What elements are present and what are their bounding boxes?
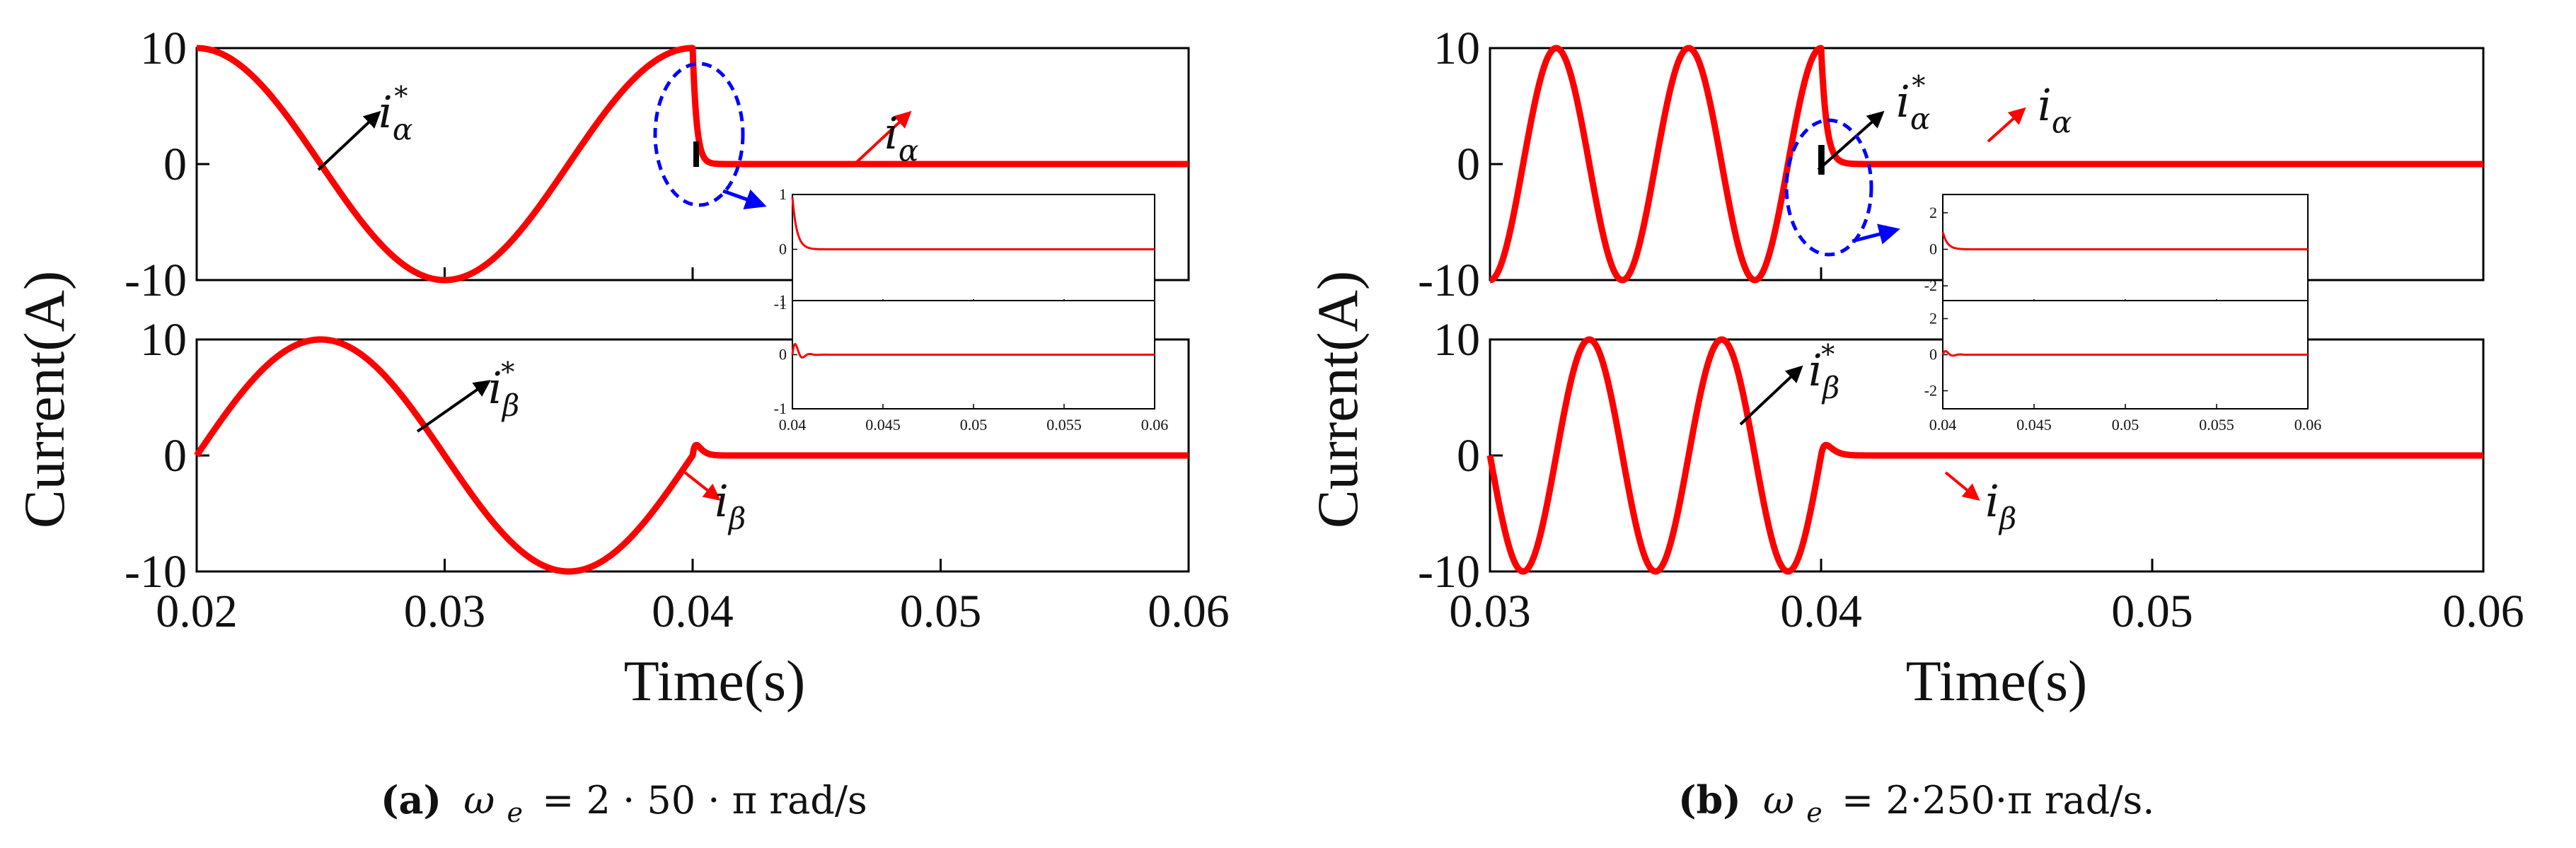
panel-b-ylabel: Current(A) [1305, 271, 1370, 528]
panel-a-beta-ytick-label-2: -10 [125, 546, 187, 598]
panel-b-xtick-label-1: 0.04 [1780, 586, 1862, 637]
panel-b-inset-alpha-series-line [1941, 231, 2308, 250]
panel-a-inset-alpha-series-line [791, 197, 1155, 250]
panel-b-alpha-ytick-label-1: 0 [1457, 139, 1480, 190]
panel-b-inset-xtick-label-1: 0.045 [2016, 416, 2052, 434]
panel-a-beta-meas-arrow [683, 471, 721, 501]
panel-b-inset-alpha-ytick-label-2: -2 [1924, 277, 1937, 294]
panel-a-alpha-ref-arrow [317, 110, 381, 171]
panel-b-inset-alpha-ytick-label-0: 2 [1929, 204, 1937, 221]
panel-a-xtick-label-1: 0.03 [404, 586, 486, 637]
panel-b-xlabel: Time(s) [1906, 649, 2088, 713]
panel-a-alpha-ytick-label-2: -10 [125, 255, 187, 306]
caption-b-omega: ω [1763, 778, 1794, 823]
panel-b-xtick-label-0: 0.03 [1449, 586, 1531, 637]
panel-a-xlabel: Time(s) [624, 649, 806, 713]
caption-a-expr: = 2 · 50 · π rad/s [542, 778, 867, 823]
panel-b-inset-alpha-ytick-label-1: 0 [1929, 240, 1937, 258]
panel-b-alpha-ref-arrow [1817, 110, 1885, 171]
panel-b-alpha-ref-label: iα* [1896, 70, 1930, 136]
panel-a-zoom-arrow [722, 189, 767, 210]
panel-b-beta-ytick-label-1: 0 [1457, 430, 1480, 482]
panel-a-inset-beta-series-line [791, 343, 1155, 359]
panel-a-inset-xtick-label-3: 0.055 [1046, 416, 1082, 434]
panel-b-inset-xtick-label-2: 0.05 [2112, 416, 2139, 434]
panel-b-alpha-meas-arrow [1987, 107, 2026, 143]
panel-a-alpha-meas-label: iα [884, 108, 918, 168]
caption-b-omega-sub: e [1806, 797, 1823, 828]
caption-a-label: (a) [381, 777, 441, 823]
panel-a-inset-xtick-label-0: 0.04 [779, 416, 807, 434]
panel-b-inset-beta-series-line [1941, 350, 2308, 357]
panel-b-alpha-meas-label: iα [2038, 79, 2072, 139]
panel-a-beta-meas-label: iβ [715, 475, 746, 535]
caption-b-label: (b) [1678, 777, 1741, 823]
panel-a-xtick-label-0: 0.02 [156, 586, 238, 637]
panel-b-inset-xtick-label-3: 0.055 [2199, 416, 2234, 434]
panel-b-inset-beta-ytick-label-1: 0 [1929, 346, 1937, 364]
panel-a-inset-beta-ytick-label-1: 0 [779, 346, 787, 364]
panel-a-beta-ref-arrow [416, 380, 491, 433]
panel-a-beta-ref-label: iβ* [488, 356, 519, 422]
panel-b-inset-beta-ytick-label-0: 2 [1929, 310, 1937, 327]
panel-a-beta-ytick-label-0: 10 [140, 314, 187, 366]
caption-a: (a) ω e = 2 · 50 · π rad/s [381, 777, 867, 831]
panel-a-zoom-marker [693, 141, 699, 167]
panel-a-inset-beta-ytick-label-2: -1 [774, 400, 787, 417]
panel-a-inset-alpha-ytick-label-0: 1 [779, 185, 787, 203]
panel-a-alpha-series-line [194, 45, 1191, 284]
panel-a-alpha-ytick-label-0: 10 [140, 23, 187, 74]
caption-b: (b) ω e = 2·250·π rad/s. [1678, 777, 2154, 831]
panel-b-beta-ytick-label-2: -10 [1418, 546, 1480, 598]
panel-b-beta-ref-arrow [1739, 365, 1803, 426]
caption-a-omega: ω [463, 778, 495, 823]
panel-a-inset-alpha-ytick-label-2: -1 [774, 295, 787, 313]
panel-b-beta-meas-label: iβ [1985, 475, 2016, 535]
panel-b-alpha-ytick-label-2: -10 [1418, 255, 1480, 306]
panel-b-zoom-ellipse [1784, 118, 1873, 257]
panel-a-alpha-meas-arrow [855, 110, 912, 164]
panel-b-inset-xtick-label-0: 0.04 [1929, 416, 1957, 434]
panel-a-alpha-ytick-label-1: 0 [163, 139, 187, 190]
caption-b-expr: = 2·250·π rad/s. [1842, 778, 2154, 823]
panel-b-zoom-marker [1818, 145, 1825, 175]
panel-a-zoom-ellipse [653, 62, 745, 207]
panel-a-xtick-label-2: 0.04 [652, 586, 734, 637]
panel-a-inset-xtick-label-1: 0.045 [865, 416, 901, 434]
panel-a-inset-xtick-label-4: 0.06 [1141, 416, 1169, 434]
panel-a-ylabel: Current(A) [12, 271, 76, 528]
panel-a-inset-xtick-label-2: 0.05 [960, 416, 988, 434]
panel-b-alpha-series-line [1487, 45, 2486, 284]
panel-b-beta-series-line [1486, 336, 2486, 575]
caption-a-omega-sub: e [507, 797, 523, 828]
panel-b-inset-xtick-label-4: 0.06 [2294, 416, 2322, 434]
panel-b-beta-meas-arrow [1944, 471, 1980, 501]
panel-a-alpha-ref-label: iα* [379, 81, 412, 146]
panel-a-xtick-label-3: 0.05 [900, 586, 982, 637]
panel-b-alpha-ytick-label-0: 10 [1433, 23, 1480, 74]
panel-b-beta-ytick-label-0: 10 [1433, 314, 1480, 366]
panel-a-inset-alpha-ytick-label-1: 0 [779, 240, 787, 258]
panel-a-beta-ytick-label-1: 0 [163, 430, 187, 482]
panel-b-zoom-arrow [1852, 223, 1900, 245]
panel-b-xtick-label-2: 0.05 [2111, 586, 2193, 637]
panel-a-xtick-label-4: 0.06 [1148, 586, 1230, 637]
panel-a-beta-series-line [194, 336, 1191, 575]
panel-b-inset-beta-ytick-label-2: -2 [1924, 382, 1937, 400]
panel-b-beta-ref-label: iβ* [1808, 339, 1839, 405]
panel-b-xtick-label-3: 0.06 [2442, 586, 2524, 637]
panel-a-inset-beta-ytick-label-0: 1 [779, 291, 787, 309]
